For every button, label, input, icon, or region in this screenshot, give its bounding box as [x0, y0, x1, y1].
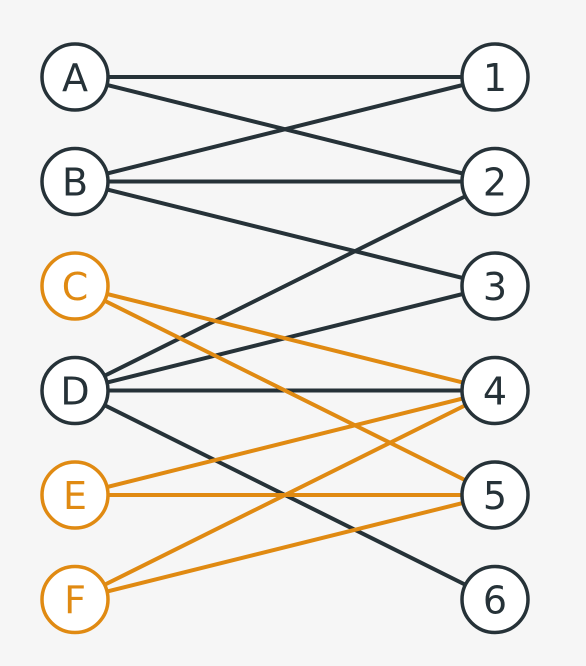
edge-c-5 [73, 284, 497, 497]
node-label: E [63, 474, 87, 518]
node-label: 2 [483, 161, 507, 205]
nodes-layer: A B C D E F 1 2 3 4 5 6 [40, 42, 530, 635]
node-1: 1 [460, 42, 530, 112]
node-circle [40, 460, 110, 530]
node-3: 3 [460, 251, 530, 321]
edges-layer [73, 75, 497, 602]
node-label: C [62, 265, 89, 309]
node-b: B [40, 146, 110, 217]
edge-b-3 [73, 179, 497, 288]
node-label: F [64, 579, 86, 623]
edge-f-5 [73, 493, 497, 602]
node-circle [460, 42, 530, 112]
node-circle [40, 355, 110, 426]
node-circle [40, 42, 110, 112]
node-circle [460, 564, 530, 635]
node-4: 4 [460, 355, 530, 426]
node-e: E [40, 460, 110, 530]
node-6: 6 [460, 564, 530, 635]
node-circle [460, 251, 530, 321]
node-label: 3 [483, 265, 507, 309]
edge-f-4 [73, 388, 497, 602]
node-d: D [40, 355, 110, 426]
node-label: 5 [483, 474, 507, 518]
node-c: C [40, 251, 110, 321]
node-circle [40, 146, 110, 217]
edge-d-2 [73, 179, 497, 393]
edge-b-1 [73, 75, 497, 184]
node-circle [40, 251, 110, 321]
edge-e-4 [73, 388, 497, 497]
node-label: D [60, 370, 89, 414]
node-circle [460, 355, 530, 426]
node-a: A [40, 42, 110, 112]
node-label: 4 [483, 370, 507, 414]
node-circle [40, 564, 110, 635]
node-5: 5 [460, 460, 530, 530]
node-label: A [62, 56, 88, 100]
node-label: 6 [483, 579, 507, 623]
node-label: B [62, 161, 88, 205]
node-label: 1 [483, 56, 507, 100]
node-circle [460, 146, 530, 217]
edge-c-4 [73, 284, 497, 393]
node-2: 2 [460, 146, 530, 217]
node-circle [460, 460, 530, 530]
node-f: F [40, 564, 110, 635]
